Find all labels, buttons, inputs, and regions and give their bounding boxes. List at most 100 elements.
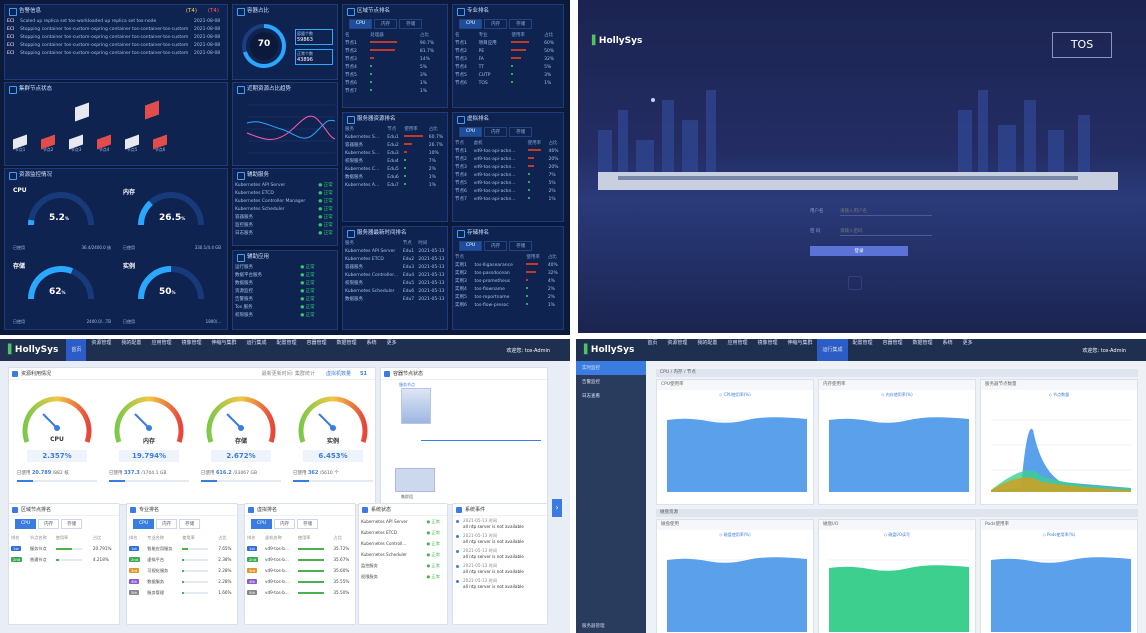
nav-item-5[interactable]: 伸缩与集群 bbox=[787, 340, 813, 346]
tab-2[interactable]: 存储 bbox=[509, 127, 533, 137]
tab-1[interactable]: 内存 bbox=[484, 19, 508, 29]
table-row: Kubernetes S... Edu1 60.7% bbox=[345, 134, 444, 140]
nav-item-11[interactable]: 更多 bbox=[386, 340, 397, 346]
table-row: 容器服务 Edu2 26.7% bbox=[345, 142, 444, 149]
alert-count-badge-2: (T4) bbox=[207, 8, 219, 14]
nav-item-2[interactable]: 我的配置 bbox=[121, 340, 142, 346]
rank-tab[interactable]: CPU bbox=[15, 519, 37, 529]
nav-item-9[interactable]: 数据管理 bbox=[336, 340, 357, 346]
nav-item-0[interactable]: 首页 bbox=[66, 339, 87, 361]
table-row: Kubernetes C... Edu5 2% bbox=[345, 166, 436, 172]
sidebar-item[interactable]: 日志查看 bbox=[582, 394, 600, 399]
table-row: 节点7 vd9-tos-api-ackn... 1% bbox=[455, 196, 556, 203]
sidebar-item[interactable]: 实时监控 bbox=[576, 361, 646, 375]
alerts-table: ECI Scaled up replica set tos-workloaded … bbox=[5, 17, 227, 57]
tab-0[interactable]: CPU bbox=[349, 19, 373, 29]
login-button[interactable]: 登录 bbox=[810, 246, 908, 256]
rank-row: 2nd 虚拟平台 2.38% bbox=[129, 556, 232, 562]
scroll-right-button[interactable]: › bbox=[552, 499, 562, 517]
monitor-chart-2: 服务器节点数量 ◇ 节点数量 bbox=[980, 379, 1138, 505]
table-row: Kubernetes Scheduler Edu6 2021-05-13 bbox=[345, 288, 445, 294]
nav-item-3[interactable]: 应用管理 bbox=[727, 340, 748, 346]
cluster-node[interactable]: 节点1 bbox=[13, 134, 27, 153]
tab-0[interactable]: CPU bbox=[459, 19, 483, 29]
nav-item-7[interactable]: 配置管理 bbox=[276, 340, 297, 346]
nav-item-10[interactable]: 系统 bbox=[366, 340, 377, 346]
nav-item-11[interactable]: 更多 bbox=[962, 340, 973, 346]
nav-item-1[interactable]: 资源管理 bbox=[91, 340, 112, 346]
cluster-node[interactable]: 节点2 bbox=[41, 134, 55, 153]
alert-row[interactable]: ECI Stopping container tos-custom-ospring… bbox=[7, 34, 221, 40]
rank-row: 4th 数据服务 2.28% bbox=[129, 578, 232, 584]
section-disk: 磁盘资源 bbox=[656, 509, 1138, 517]
nav-item-4[interactable]: 镜像管理 bbox=[181, 340, 202, 346]
nav-item-2[interactable]: 我的配置 bbox=[697, 340, 718, 346]
table-row: 节点2 PE 50% bbox=[455, 48, 555, 55]
rank-tab[interactable]: 内存 bbox=[274, 519, 296, 529]
capacity-value: 70 bbox=[257, 39, 271, 49]
tab-2[interactable]: 存储 bbox=[399, 19, 423, 29]
nav-item-6[interactable]: 运行集成 bbox=[817, 339, 848, 361]
storage-rank-panel: 存储排名 CPU 内存 存储 节点 使用率 占比 实例1 tos-lligasearance… bbox=[452, 226, 564, 330]
tab-1[interactable]: 内存 bbox=[374, 19, 398, 29]
nav-item-1[interactable]: 资源管理 bbox=[667, 340, 688, 346]
nav-item-4[interactable]: 镜像管理 bbox=[757, 340, 778, 346]
svc-time-panel: 服务器最新时间排名 服务 节点 时间 Kubernetes API Server Edu… bbox=[342, 226, 448, 330]
cluster-node[interactable]: 节点5 bbox=[125, 134, 139, 153]
cluster-node[interactable]: 节点3 bbox=[69, 134, 83, 153]
status-row: 监控服务 ● 正常 bbox=[361, 562, 440, 568]
cluster-node[interactable]: 节点6 bbox=[153, 134, 167, 153]
cluster-rank-panel: 区域节点排名 CPU 内存 存储 名处理器 占比 节点1 90.7% 节点2 81.7% 节点3… bbox=[342, 4, 448, 108]
alerts-title: 告警信息 bbox=[19, 8, 42, 14]
nav-item-5[interactable]: 伸缩与集群 bbox=[211, 340, 237, 346]
table-row: 节点6 1% bbox=[345, 80, 428, 87]
apps-title: 辅助应用 bbox=[233, 251, 337, 263]
tab-0[interactable]: CPU bbox=[459, 127, 483, 137]
rank-tab[interactable]: 内存 bbox=[38, 519, 60, 529]
alert-row[interactable]: ECI Stopping container tos-custom-ospring… bbox=[7, 50, 221, 56]
nav-item-6[interactable]: 运行集成 bbox=[246, 340, 267, 346]
nav-item-3[interactable]: 应用管理 bbox=[151, 340, 172, 346]
password-input[interactable] bbox=[840, 226, 932, 236]
event-item: 2021-05-13 时间 all ntp server is not avail… bbox=[453, 516, 547, 531]
dark-dashboard: 告警信息 (T4) (T4) ECI Scaled up replica set … bbox=[0, 0, 570, 335]
tab-0[interactable]: CPU bbox=[459, 241, 483, 251]
cluster-title: 集群节点状态 bbox=[5, 83, 227, 95]
status-row: 权限服务 ● 正常 bbox=[361, 573, 440, 579]
rank-tab[interactable]: 存储 bbox=[297, 519, 319, 529]
rank-tab[interactable]: 内存 bbox=[156, 519, 178, 529]
usage-gauge-2: 存储 2.672% 已使用 616.2 /23067 GB bbox=[197, 384, 285, 500]
rank-tab[interactable]: CPU bbox=[133, 519, 155, 529]
table-row: 权限服务 Edu5 2021-05-13 bbox=[345, 280, 445, 287]
rank-tab[interactable]: 存储 bbox=[179, 519, 201, 529]
rank-tab[interactable]: 存储 bbox=[61, 519, 83, 529]
nav-item-8[interactable]: 容器管理 bbox=[306, 340, 327, 346]
cluster-node[interactable]: 节点4 bbox=[97, 134, 111, 153]
master-node-icon-2 bbox=[145, 100, 159, 120]
app-row: 权限服务 ● 正常 bbox=[235, 313, 315, 318]
sidebar-item[interactable]: 告警监控 bbox=[582, 380, 600, 385]
nav-item-10[interactable]: 系统 bbox=[942, 340, 953, 346]
nav-item-7[interactable]: 配置管理 bbox=[852, 340, 873, 346]
capacity-panel: 容器占比 70 容量个数 59863 正常个数 43896 bbox=[232, 4, 338, 80]
capacity-title: 容器占比 bbox=[233, 5, 337, 17]
service-row: 监控服务 ● 正常 bbox=[235, 223, 333, 228]
server-tower-icon bbox=[401, 388, 431, 424]
tab-1[interactable]: 内存 bbox=[484, 241, 508, 251]
cluster-panel: 集群节点状态 节点1 节点2 节点3 节点4 节点5 节点6 bbox=[4, 82, 228, 166]
username-input[interactable] bbox=[840, 206, 932, 216]
table-row: 节点3 FA 32% bbox=[455, 56, 555, 63]
tab-1[interactable]: 内存 bbox=[484, 127, 508, 137]
status-row: Kubernetes API Server ● 正常 bbox=[361, 518, 440, 525]
rank-tab[interactable]: CPU bbox=[251, 519, 273, 529]
alert-row[interactable]: ECI Scaled up replica set tos-workloaded … bbox=[7, 18, 221, 24]
nav-item-8[interactable]: 容器管理 bbox=[882, 340, 903, 346]
vm-rank-panel: 虚拟排名 CPU 内存 存储 节点 虚机 使用率 占比 节点1 vd9-tos-api-ack… bbox=[452, 112, 564, 222]
nav-item-0[interactable]: 首页 bbox=[647, 340, 658, 346]
tab-2[interactable]: 存储 bbox=[509, 241, 533, 251]
alert-row[interactable]: ECI Stopping container tos-custom-ospring… bbox=[7, 26, 221, 32]
tab-2[interactable]: 存储 bbox=[509, 19, 533, 29]
nav-item-9[interactable]: 数据管理 bbox=[912, 340, 933, 346]
alert-row[interactable]: ECI Stopping container tos-custom-ospring… bbox=[7, 42, 221, 48]
service-row: Kubernetes Controller Manager ● 正常 bbox=[235, 198, 333, 205]
